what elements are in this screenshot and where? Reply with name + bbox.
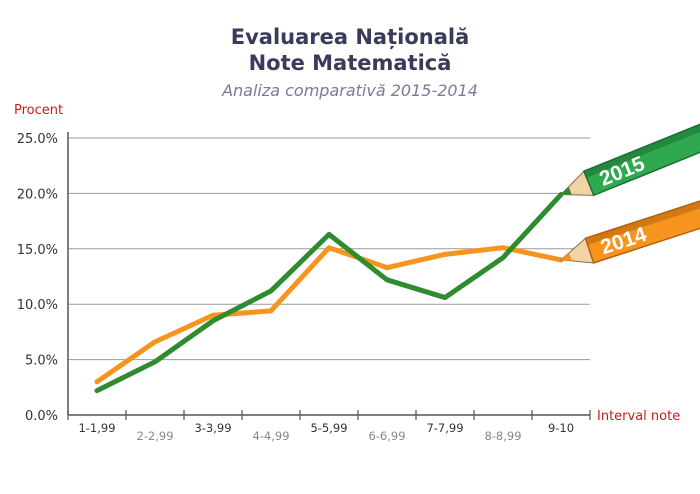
data-point-2015 xyxy=(94,388,100,393)
series-lines xyxy=(94,192,564,394)
y-tick-label: 0.0% xyxy=(25,409,58,424)
y-tick-label: 10.0% xyxy=(17,298,58,313)
chart-title-line2: Note Matematică xyxy=(249,51,452,75)
data-point-2015 xyxy=(500,255,506,260)
data-point-2014 xyxy=(384,265,390,270)
data-point-2014 xyxy=(500,245,506,250)
x-tick-label: 6-6,99 xyxy=(368,429,405,443)
y-tick-label: 25.0% xyxy=(17,132,58,147)
pencil-tip xyxy=(561,252,572,261)
pencil-stripe xyxy=(585,191,700,245)
x-tick-label: 5-5,99 xyxy=(310,421,347,435)
x-tick-label: 2-2,99 xyxy=(136,429,173,443)
pencil-tip xyxy=(561,186,572,195)
axes: 0.0% 5.0% 10.0% 15.0% 20.0% 25.0% 1-1,99 2-2,99… xyxy=(17,132,591,443)
pencil-stripe xyxy=(583,115,700,178)
x-tick-label: 8-8,99 xyxy=(484,429,521,443)
data-point-2015 xyxy=(384,277,390,283)
data-point-2015 xyxy=(326,232,332,237)
x-tick-label: 7-7,99 xyxy=(426,421,463,435)
data-point-2014 xyxy=(326,245,332,250)
series-line-2015 xyxy=(94,192,564,394)
pencil-2014: 2014 xyxy=(559,190,700,264)
data-point-2014 xyxy=(94,379,100,384)
data-point-2015 xyxy=(152,359,158,365)
pencil-body xyxy=(584,190,700,264)
data-point-2014 xyxy=(152,339,158,345)
data-point-2014 xyxy=(210,313,216,318)
pencil-2015: 2015 xyxy=(559,114,700,197)
data-point-2015 xyxy=(442,295,448,300)
x-tick-label: 4-4,99 xyxy=(252,429,289,443)
data-point-2015 xyxy=(268,288,274,294)
y-tick-label: 15.0% xyxy=(17,243,58,258)
x-tick-label: 1-1,99 xyxy=(78,421,115,435)
data-point-2015 xyxy=(210,318,216,324)
x-tick-label: 9-10 xyxy=(548,421,574,435)
x-tick-label: 3-3,99 xyxy=(194,421,231,435)
data-point-2014 xyxy=(442,252,448,257)
y-tick-label: 5.0% xyxy=(25,354,58,369)
y-tick-label: 20.0% xyxy=(17,187,58,202)
x-axis-label: Interval note xyxy=(597,409,680,424)
chart-title-line1: Evaluarea Națională xyxy=(231,25,470,50)
y-axis-label: Procent xyxy=(14,103,63,118)
data-point-2014 xyxy=(268,308,274,314)
chart-subtitle: Analiza comparativă 2015-2014 xyxy=(221,81,478,100)
